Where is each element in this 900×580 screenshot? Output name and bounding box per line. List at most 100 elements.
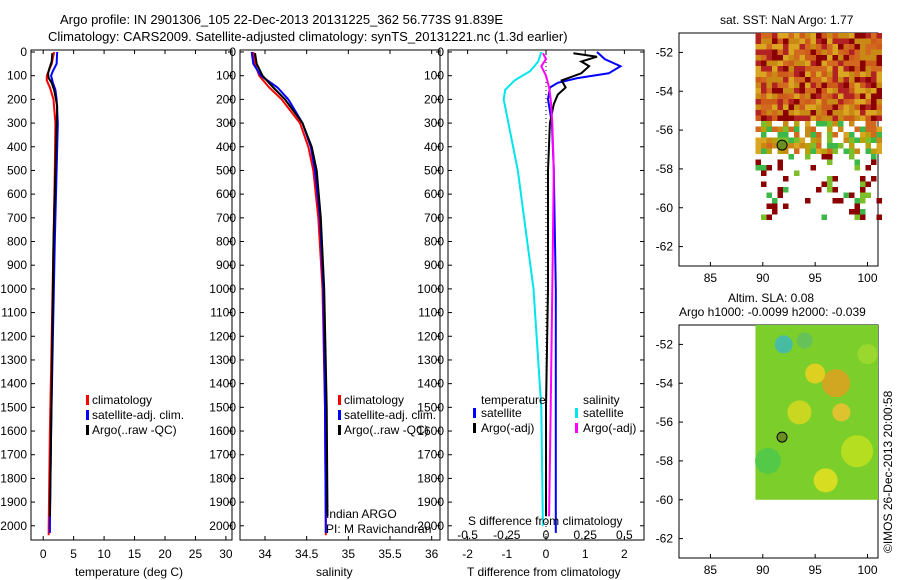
salinity-lines [250, 51, 329, 536]
sst-cell [876, 60, 882, 66]
sst-cell [821, 88, 827, 94]
sst-cell [838, 88, 844, 94]
depth-tick-label: 200 [216, 92, 236, 106]
sst-cell [876, 198, 882, 204]
x-tick-label: 30 [219, 547, 233, 561]
sst-cell [871, 38, 877, 44]
sst-cell [755, 55, 761, 61]
sst-cell [777, 148, 783, 154]
sst-cell [854, 115, 860, 121]
sst-cell [755, 137, 761, 143]
sst-cell [816, 137, 822, 143]
series-line-salinity-satellite [502, 51, 544, 526]
map-x-tick-label: 95 [808, 563, 822, 577]
sst-cell [865, 165, 871, 171]
sst-cell [871, 148, 877, 154]
legend-swatch-t-argo [473, 423, 476, 433]
sst-cell [755, 126, 761, 132]
sst-cell [794, 33, 800, 39]
sst-cell [849, 137, 855, 143]
sst-cell [860, 66, 866, 72]
sst-cell [827, 176, 833, 182]
sst-cell [849, 55, 855, 61]
series-line-argo-raw-qc- [254, 53, 329, 517]
salinity-annotation-2: PI: M Ravichandran [326, 522, 431, 536]
sst-cell [805, 60, 811, 66]
map-y-tick-label: -58 [656, 454, 674, 468]
sst-cell [849, 66, 855, 72]
sla-blob [755, 447, 782, 474]
sst-cell [865, 132, 871, 138]
salinity-panel: 0100200300400500600700800900100011001200… [209, 45, 441, 579]
sst-cell [761, 88, 767, 94]
sst-cell [772, 49, 778, 55]
sst-cell [783, 33, 789, 39]
difference-x-ticks: -2 -1 0 1 2 [462, 50, 628, 561]
sst-cell [838, 33, 844, 39]
sst-cell [799, 66, 805, 72]
depth-tick-label: 300 [7, 116, 27, 130]
sst-cell [843, 82, 849, 88]
sst-cell [799, 99, 805, 105]
sla-blob [805, 363, 826, 384]
map-x-tick-label: 90 [756, 563, 770, 577]
sst-cell [805, 38, 811, 44]
sst-cell [843, 132, 849, 138]
sst-cell [854, 38, 860, 44]
sst-cell [805, 44, 811, 50]
sst-cell [876, 143, 882, 149]
sst-cell [838, 49, 844, 55]
sst-cell [766, 60, 772, 66]
depth-tick-label: 1400 [209, 377, 236, 391]
legend-label-s-argo: Argo(-adj) [583, 421, 636, 435]
sst-cell [849, 99, 855, 105]
sst-cell [871, 55, 877, 61]
sst-cell [777, 93, 783, 99]
sst-cell [788, 44, 794, 50]
sst-cell [783, 148, 789, 154]
sst-cell [810, 110, 816, 116]
sst-cell [865, 33, 871, 39]
depth-tick-label: 900 [424, 258, 444, 272]
sst-cell [827, 44, 833, 50]
sst-cell [832, 148, 838, 154]
sst-cell [821, 44, 827, 50]
sst-cell [799, 71, 805, 77]
temperature-lines [45, 51, 59, 536]
sst-cell [854, 93, 860, 99]
sla-map-subtitle: Argo h1000: -0.0099 h2000: -0.039 [679, 305, 866, 319]
sst-cell [865, 192, 871, 198]
sst-cell [860, 49, 866, 55]
map-y-tick-label: -60 [656, 493, 674, 507]
sst-cell [827, 126, 833, 132]
sst-cell [854, 126, 860, 132]
s-tick-label: -0.5 [457, 528, 478, 542]
sst-cell [871, 110, 877, 116]
sst-cell [876, 44, 882, 50]
sst-cell [766, 165, 772, 171]
sst-cell [838, 55, 844, 61]
sst-cell [838, 77, 844, 83]
sst-cell [832, 93, 838, 99]
sst-cell [854, 88, 860, 94]
depth-tick-label: 600 [7, 187, 27, 201]
sst-cell [783, 38, 789, 44]
sla-map-title: Altim. SLA: 0.08 [728, 291, 814, 305]
sst-cell [876, 126, 882, 132]
salinity-depth-ticks: 0 100 200 300 400 500 600 700 800 900 1000 1100 1200… [209, 45, 440, 533]
depth-tick-label: 0 [437, 45, 444, 59]
map-x-tick-label: 100 [858, 271, 878, 285]
x-tick-label: 35.5 [378, 547, 402, 561]
sst-cell [799, 93, 805, 99]
sst-cell [755, 60, 761, 66]
depth-tick-label: 600 [216, 187, 236, 201]
sst-cell [805, 143, 811, 149]
sst-cell [810, 148, 816, 154]
legend-label-argo: Argo(..raw -QC) [344, 423, 429, 437]
temperature-depth-ticks: 0 100 200 300 400 500 600 700 800 900 1000 1100 1200… [0, 45, 232, 533]
sst-cell [876, 93, 882, 99]
sla-blob [796, 332, 813, 349]
sst-cell [772, 77, 778, 83]
sst-cell [788, 99, 794, 105]
legend-label-t-argo: Argo(-adj) [481, 421, 534, 435]
